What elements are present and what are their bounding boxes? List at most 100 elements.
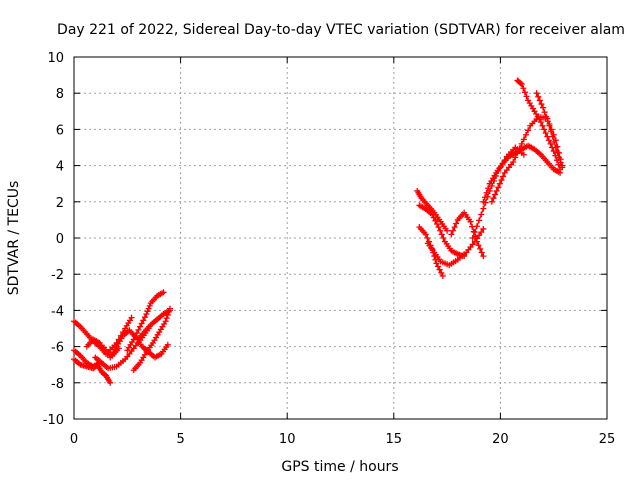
data-point	[478, 229, 485, 236]
data-point	[143, 311, 150, 318]
data-point	[496, 180, 503, 187]
data-point	[516, 145, 523, 152]
data-point	[162, 318, 169, 325]
data-point	[449, 227, 456, 234]
data-point	[543, 113, 550, 120]
data-point	[473, 238, 480, 245]
data-point	[500, 173, 507, 180]
series-line	[472, 146, 525, 239]
series-track-12	[416, 224, 446, 280]
y-axis: -10 -8 -6 -4 -2 0 2 4 6 8 10	[43, 51, 607, 428]
data-point	[137, 323, 144, 330]
data-point	[476, 232, 483, 239]
data-point	[435, 224, 442, 231]
series-track-13	[424, 225, 487, 269]
data-point	[467, 218, 474, 225]
data-point	[438, 231, 445, 238]
data-point	[523, 93, 530, 100]
x-tick-label: 25	[599, 432, 616, 447]
data-point	[433, 260, 440, 267]
x-axis-label: GPS time / hours	[281, 459, 398, 475]
data-point	[549, 133, 556, 140]
data-point	[541, 126, 548, 133]
data-point	[477, 245, 484, 252]
y-tick-label: -6	[51, 341, 64, 356]
y-tick-label: 8	[56, 87, 64, 102]
data-point	[525, 127, 532, 134]
data-point	[548, 128, 555, 135]
data-point	[145, 305, 152, 312]
grid-layer	[74, 57, 607, 419]
data-point	[545, 137, 552, 144]
data-point	[166, 307, 173, 314]
data-point	[438, 269, 445, 276]
data-point	[493, 187, 500, 194]
y-tick-label: 4	[56, 160, 64, 175]
data-point	[522, 131, 529, 138]
series-layer	[71, 77, 566, 386]
data-point	[448, 231, 455, 238]
data-point	[130, 336, 137, 343]
data-point	[495, 184, 502, 191]
data-point	[435, 263, 442, 270]
y-tick-label: 2	[56, 196, 64, 211]
data-point	[498, 177, 505, 184]
data-point	[541, 109, 548, 116]
data-point	[133, 330, 140, 337]
data-point	[557, 159, 564, 166]
data-point	[536, 97, 543, 104]
data-point	[107, 379, 114, 386]
data-point	[554, 149, 561, 156]
data-point	[514, 149, 521, 156]
data-point	[138, 320, 145, 327]
data-point	[128, 314, 135, 321]
data-point	[436, 266, 443, 273]
data-point	[424, 235, 431, 241]
data-point	[535, 93, 542, 100]
data-point	[432, 217, 439, 224]
data-point	[146, 302, 153, 309]
data-point	[546, 122, 553, 129]
y-tick-label: -10	[43, 413, 64, 428]
data-point	[163, 315, 170, 322]
data-point	[444, 227, 451, 234]
data-point	[521, 89, 528, 96]
data-point	[488, 198, 495, 205]
series-track-1	[71, 356, 114, 386]
series-track-9	[124, 289, 167, 354]
data-point	[556, 154, 563, 161]
data-point	[520, 85, 527, 92]
data-point	[140, 317, 147, 324]
data-point	[544, 118, 551, 125]
data-point	[433, 220, 440, 227]
data-point	[490, 195, 497, 202]
data-point	[451, 224, 458, 231]
data-point	[517, 80, 524, 87]
data-point	[480, 225, 487, 232]
x-tick-label: 10	[279, 432, 296, 447]
x-tick-label: 15	[386, 432, 403, 447]
data-point	[544, 133, 551, 140]
series-track-19	[533, 90, 566, 171]
data-point	[473, 223, 480, 230]
data-point	[520, 151, 527, 158]
data-point	[540, 104, 547, 111]
data-point	[480, 205, 487, 212]
x-tick-label: 0	[70, 432, 78, 447]
series-track-18	[514, 77, 564, 173]
data-point	[471, 229, 478, 236]
data-point	[537, 119, 544, 126]
data-point	[144, 308, 151, 315]
series-track-14	[448, 209, 487, 260]
data-point	[485, 185, 492, 192]
data-point	[480, 198, 487, 205]
data-point	[429, 211, 436, 218]
data-point	[539, 122, 546, 129]
data-point	[510, 158, 517, 165]
data-point	[538, 101, 545, 108]
data-point	[550, 148, 557, 155]
x-axis: 0 5 10 15 20 25	[70, 57, 615, 447]
data-point	[453, 220, 460, 227]
y-tick-label: 10	[47, 51, 64, 66]
